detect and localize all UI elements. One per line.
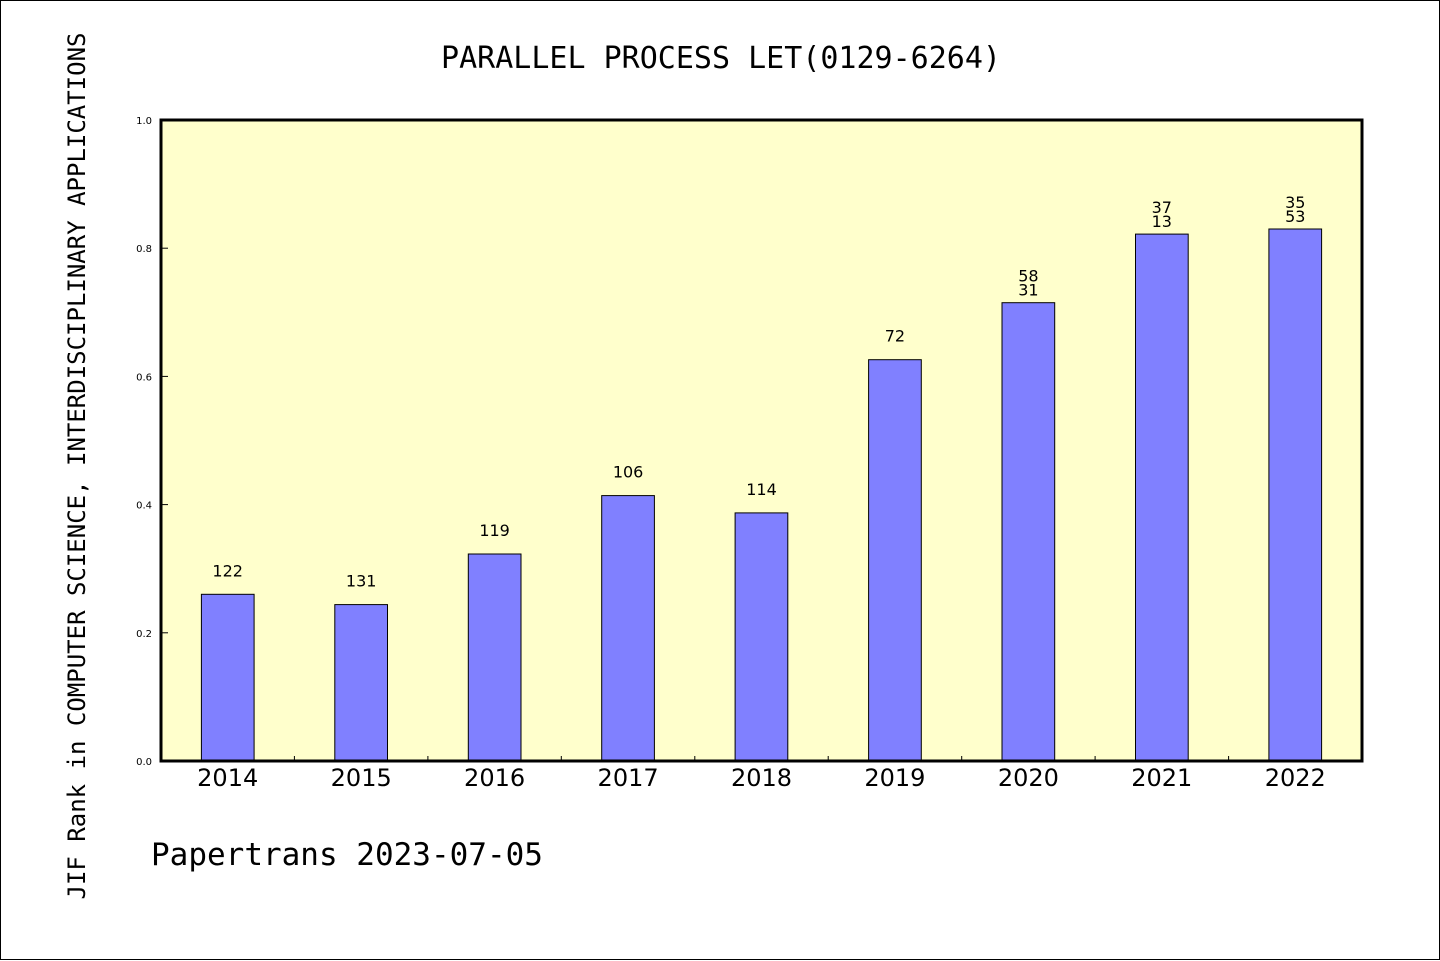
x-tick-label-2016: 2016 bbox=[464, 764, 525, 792]
x-tick-label-2015: 2015 bbox=[331, 764, 392, 792]
x-tick-label-2018: 2018 bbox=[731, 764, 792, 792]
bar-label-2020-1: 58 bbox=[1018, 267, 1038, 286]
bar-label-2020-2: 31 bbox=[1018, 281, 1038, 300]
bar-2021 bbox=[1135, 233, 1189, 762]
bar-label-2022-1: 35 bbox=[1285, 193, 1305, 212]
bar-2016 bbox=[467, 553, 522, 762]
x-tick-label-2020: 2020 bbox=[998, 764, 1059, 792]
bar-label-2015: 131 bbox=[346, 572, 377, 591]
bar-label-2019: 72 bbox=[885, 327, 905, 346]
y-tick-label-0.8: 0.8 bbox=[136, 244, 152, 255]
y-tick-label-0.2: 0.2 bbox=[136, 629, 152, 640]
bar-label-2022-2: 53 bbox=[1285, 207, 1305, 226]
y-tick-label-0.4: 0.4 bbox=[136, 501, 152, 512]
x-tick-label-2019: 2019 bbox=[864, 764, 925, 792]
y-tick-label-0.0: 0.0 bbox=[136, 757, 152, 768]
bar-label-2021-2: 13 bbox=[1152, 212, 1172, 231]
chart-title: PARALLEL PROCESS LET(0129-6264) bbox=[441, 41, 1001, 76]
bar-2014 bbox=[200, 593, 255, 762]
bar-2018 bbox=[734, 512, 789, 762]
bars-layer bbox=[200, 228, 1323, 762]
bar-label-2017: 106 bbox=[613, 463, 644, 482]
bar-label-2021-1: 37 bbox=[1152, 198, 1172, 217]
labels-layer: 122 2014 131 2015 119 2016 106 2017 114 2018 72 201… bbox=[136, 116, 1326, 792]
y-axis-label: JIF Rank in COMPUTER SCIENCE, INTERDISCI… bbox=[63, 33, 91, 900]
y-tick-label-0.6: 0.6 bbox=[136, 372, 152, 383]
bar-2015 bbox=[334, 604, 388, 762]
bar-2020 bbox=[1001, 302, 1056, 762]
plot-border bbox=[159, 118, 1364, 763]
bar-2022 bbox=[1268, 228, 1323, 762]
bar-2019 bbox=[868, 359, 922, 762]
bar-label-2016: 119 bbox=[479, 521, 510, 540]
x-tick-label-2021: 2021 bbox=[1131, 764, 1192, 792]
footer-text: Papertrans 2023-07-05 bbox=[151, 837, 543, 873]
x-tick-label-2017: 2017 bbox=[598, 764, 659, 792]
bar-2017 bbox=[601, 495, 655, 762]
x-tick-label-2014: 2014 bbox=[197, 764, 258, 792]
x-tick-label-2022: 2022 bbox=[1265, 764, 1326, 792]
bar-label-2014: 122 bbox=[212, 561, 243, 580]
bar-label-2018: 114 bbox=[746, 480, 777, 499]
y-tick-label-1.0: 1.0 bbox=[136, 116, 152, 127]
